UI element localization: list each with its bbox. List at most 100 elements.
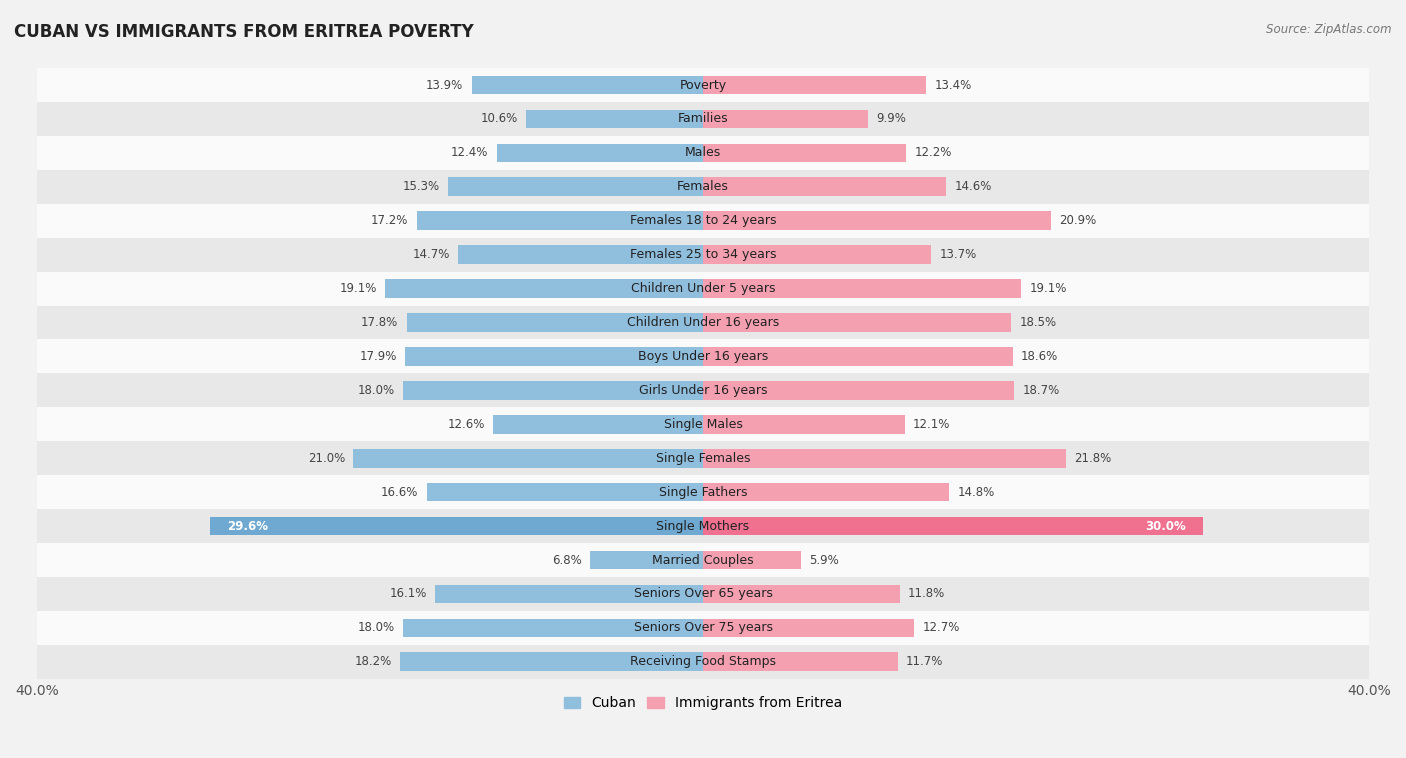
Bar	[37, 102, 1369, 136]
Text: Source: ZipAtlas.com: Source: ZipAtlas.com	[1267, 23, 1392, 36]
Bar	[404, 619, 703, 637]
Text: Receiving Food Stamps: Receiving Food Stamps	[630, 656, 776, 669]
Text: 18.7%: 18.7%	[1022, 384, 1060, 397]
Text: 17.8%: 17.8%	[361, 316, 398, 329]
Text: 12.6%: 12.6%	[447, 418, 485, 431]
Bar	[703, 313, 1011, 332]
Bar	[404, 381, 703, 399]
Text: 11.8%: 11.8%	[908, 587, 945, 600]
Text: Boys Under 16 years: Boys Under 16 years	[638, 350, 768, 363]
Text: 10.6%: 10.6%	[481, 112, 519, 126]
Bar	[703, 619, 914, 637]
Text: Children Under 16 years: Children Under 16 years	[627, 316, 779, 329]
Text: Single Females: Single Females	[655, 452, 751, 465]
Text: Children Under 5 years: Children Under 5 years	[631, 282, 775, 295]
Bar	[496, 143, 703, 162]
Text: 16.6%: 16.6%	[381, 486, 418, 499]
Text: Seniors Over 65 years: Seniors Over 65 years	[634, 587, 772, 600]
Text: 18.6%: 18.6%	[1021, 350, 1059, 363]
Text: Males: Males	[685, 146, 721, 159]
Text: Females 25 to 34 years: Females 25 to 34 years	[630, 248, 776, 262]
Text: 12.4%: 12.4%	[451, 146, 488, 159]
Bar	[458, 246, 703, 264]
Bar	[703, 415, 904, 434]
Bar	[703, 517, 1202, 535]
Bar	[37, 407, 1369, 441]
Bar	[426, 483, 703, 502]
Bar	[37, 68, 1369, 102]
Bar	[703, 381, 1014, 399]
Legend: Cuban, Immigrants from Eritrea: Cuban, Immigrants from Eritrea	[560, 692, 846, 715]
Bar	[416, 211, 703, 230]
Bar	[37, 204, 1369, 238]
Bar	[703, 177, 946, 196]
Bar	[471, 76, 703, 94]
Bar	[353, 449, 703, 468]
Bar	[703, 347, 1012, 366]
Text: 13.4%: 13.4%	[935, 79, 972, 92]
Text: 18.2%: 18.2%	[354, 656, 392, 669]
Bar	[406, 313, 703, 332]
Bar	[37, 645, 1369, 678]
Text: Poverty: Poverty	[679, 79, 727, 92]
Bar	[37, 170, 1369, 204]
Text: 14.8%: 14.8%	[957, 486, 995, 499]
Bar	[494, 415, 703, 434]
Bar	[385, 279, 703, 298]
Text: 13.7%: 13.7%	[939, 248, 977, 262]
Bar	[703, 211, 1052, 230]
Bar	[405, 347, 703, 366]
Text: 18.5%: 18.5%	[1019, 316, 1056, 329]
Bar	[37, 271, 1369, 305]
Text: Females: Females	[678, 180, 728, 193]
Text: 19.1%: 19.1%	[339, 282, 377, 295]
Bar	[37, 509, 1369, 543]
Text: 17.2%: 17.2%	[371, 215, 408, 227]
Text: 18.0%: 18.0%	[357, 384, 395, 397]
Text: 5.9%: 5.9%	[810, 553, 839, 566]
Bar	[526, 110, 703, 128]
Text: CUBAN VS IMMIGRANTS FROM ERITREA POVERTY: CUBAN VS IMMIGRANTS FROM ERITREA POVERTY	[14, 23, 474, 41]
Bar	[37, 374, 1369, 407]
Bar	[703, 246, 931, 264]
Bar	[209, 517, 703, 535]
Text: Single Mothers: Single Mothers	[657, 519, 749, 533]
Bar	[399, 653, 703, 671]
Text: 14.6%: 14.6%	[955, 180, 991, 193]
Text: 18.0%: 18.0%	[357, 622, 395, 634]
Bar	[37, 475, 1369, 509]
Text: 17.9%: 17.9%	[359, 350, 396, 363]
Bar	[37, 611, 1369, 645]
Bar	[703, 584, 900, 603]
Text: 29.6%: 29.6%	[226, 519, 267, 533]
Text: 11.7%: 11.7%	[907, 656, 943, 669]
Text: 21.8%: 21.8%	[1074, 452, 1112, 465]
Text: 6.8%: 6.8%	[551, 553, 582, 566]
Text: Single Males: Single Males	[664, 418, 742, 431]
Bar	[37, 238, 1369, 271]
Bar	[37, 577, 1369, 611]
Bar	[589, 551, 703, 569]
Bar	[703, 76, 927, 94]
Bar	[434, 584, 703, 603]
Text: 12.1%: 12.1%	[912, 418, 950, 431]
Text: Seniors Over 75 years: Seniors Over 75 years	[634, 622, 772, 634]
Bar	[703, 449, 1066, 468]
Text: Single Fathers: Single Fathers	[659, 486, 747, 499]
Text: 12.2%: 12.2%	[914, 146, 952, 159]
Text: 21.0%: 21.0%	[308, 452, 344, 465]
Text: 30.0%: 30.0%	[1146, 519, 1185, 533]
Bar	[37, 543, 1369, 577]
Bar	[703, 110, 868, 128]
Text: 12.7%: 12.7%	[922, 622, 960, 634]
Bar	[703, 653, 898, 671]
Text: Females 18 to 24 years: Females 18 to 24 years	[630, 215, 776, 227]
Bar	[703, 143, 907, 162]
Bar	[449, 177, 703, 196]
Text: Families: Families	[678, 112, 728, 126]
Text: 9.9%: 9.9%	[876, 112, 905, 126]
Text: 15.3%: 15.3%	[402, 180, 440, 193]
Bar	[37, 340, 1369, 374]
Text: 16.1%: 16.1%	[389, 587, 426, 600]
Text: 20.9%: 20.9%	[1059, 215, 1097, 227]
